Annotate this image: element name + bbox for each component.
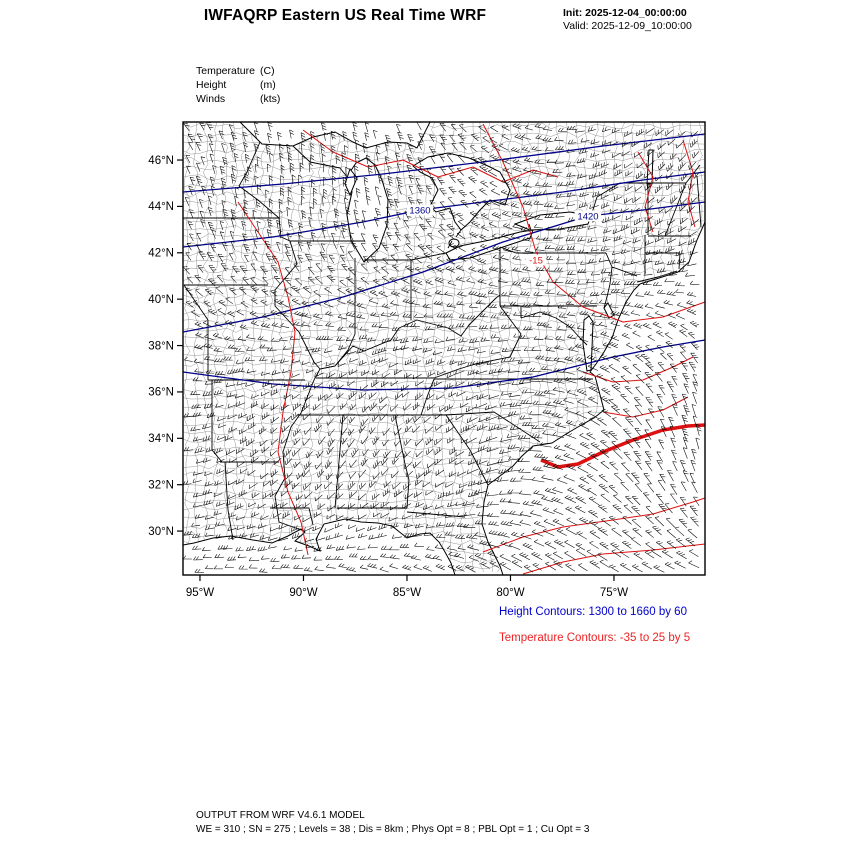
lat-tick-label: 30°N [148,526,174,538]
wind-barbs [182,121,702,573]
lake-superior [238,121,431,149]
temperature-contour-line [540,423,706,469]
lat-tick-label: 42°N [148,248,174,260]
lat-tick-label: 32°N [148,479,174,491]
height-contour-line [182,133,706,193]
lake-champlain [646,149,654,185]
lat-tick-label: 38°N [148,340,174,352]
temperature-contour-line [482,123,706,323]
plot-title: IWFAQRP Eastern US Real Time WRF [203,7,487,24]
temperature-contour-line [637,151,654,233]
legend-winds: Winds (kts) [196,92,280,106]
legend-height: Height (m) [196,78,280,92]
init-time: Init: 2025-12-04_00:00:00 [563,7,687,19]
lon-tick-label: 90°W [289,587,317,599]
lon-tick-label: 95°W [186,587,214,599]
contour-label-box [406,204,434,216]
axis-labels: 46°N 44°N 42°N 40°N 38°N 36°N 34°N 32°N 30°N 95°W… [148,155,628,599]
lake-erie [445,229,534,261]
temperature-contour-caption: Temperature Contours: -35 to 25 by 5 [499,632,691,644]
contour-label: -15 [529,256,543,267]
map-canvas: 1360 1420 -15 [182,121,706,576]
lat-tick-label: 34°N [148,433,174,445]
contour-label: 1360 [409,206,430,217]
legend-temperature-name: Temperature [196,65,255,77]
legend-temperature-unit: (C) [260,65,275,77]
axis-ticks [177,159,615,581]
legend-winds-unit: (kts) [260,93,281,105]
chesapeake-bay [582,315,594,372]
lon-tick-label: 75°W [600,587,628,599]
temperature-contour-line [237,201,309,556]
model-output-line: OUTPUT FROM WRF V4.6.1 MODEL [196,810,365,821]
lon-tick-label: 80°W [496,587,524,599]
lat-tick-label: 40°N [148,294,174,306]
height-contour-line [182,171,706,248]
lon-tick-label: 85°W [393,587,421,599]
temperature-contour-line [682,139,696,228]
legend-height-unit: (m) [260,79,276,91]
legend-winds-name: Winds [196,93,226,105]
legend-temperature: Temperature (C) [196,64,280,78]
field-legend: Temperature (C) Height (m) Winds (kts) [196,64,280,106]
height-contour-caption: Height Contours: 1300 to 1660 by 60 [499,606,687,618]
init-valid-block: Init: 2025-12-04_00:00:00 Valid: 2025-12… [563,7,692,33]
lat-tick-label: 36°N [148,387,174,399]
temperature-contour-line [602,396,689,418]
lat-tick-label: 44°N [148,201,174,213]
lat-tick-label: 46°N [148,155,174,167]
contour-label-box [525,254,547,266]
legend-height-name: Height [196,79,227,91]
map-frame [182,121,706,576]
contour-label: 1420 [577,212,598,223]
valid-time: Valid: 2025-12-09_10:00:00 [563,20,692,32]
contour-label-box [574,210,602,222]
model-config-line: WE = 310 ; SN = 275 ; Levels = 38 ; Dis … [196,824,590,835]
